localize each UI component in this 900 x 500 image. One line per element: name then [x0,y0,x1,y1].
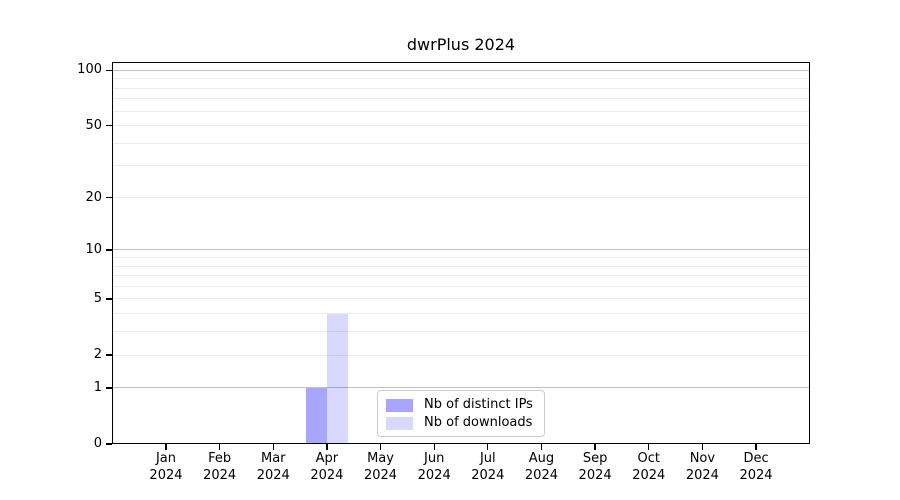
gridline-minor-2 [112,354,810,356]
y-tick-label-2: 2 [93,347,102,363]
y-tick-label-1: 1 [93,379,102,395]
x-tick-label-1: Jan 2024 [149,451,183,483]
legend-item-distinct-ips: Nb of distinct IPs [386,396,536,414]
legend-swatch-distinct-ips [386,398,413,412]
y-tick-10 [106,249,112,251]
x-tick-label-6: Jun 2024 [417,451,451,483]
x-tick-8 [540,444,543,450]
x-tick-label-11: Nov 2024 [685,451,719,483]
legend-label-distinct-ips: Nb of distinct IPs [424,397,533,412]
gridline-minor-90 [112,78,810,80]
gridline-minor-7 [112,275,810,277]
plot-area: Nb of distinct IPs Nb of downloads [112,62,810,444]
chart-title: dwrPlus 2024 [406,35,516,54]
x-tick-2 [218,444,221,450]
y-tick-label-20: 20 [85,189,102,205]
x-tick-5 [379,444,382,450]
y-tick-20 [106,196,112,199]
gridline-minor-80 [112,87,810,89]
gridline-minor-4 [112,313,810,315]
x-tick-label-9: Sep 2024 [578,451,612,483]
x-tick-4 [326,444,328,450]
y-tick-0 [106,443,112,445]
x-tick-label-10: Oct 2024 [632,451,666,483]
y-tick-100 [106,69,112,72]
x-tick-11 [701,444,704,450]
x-tick-label-8: Aug 2024 [524,451,558,483]
y-tick-label-5: 5 [93,290,102,306]
x-tick-10 [648,444,650,450]
gridline-minor-9 [112,257,810,259]
x-tick-7 [487,444,489,450]
y-tick-label-100: 100 [77,62,102,78]
gridline-major-100 [112,69,810,71]
gridline-major-1 [112,387,810,389]
y-tick-1 [106,387,112,389]
y-tick-label-10: 10 [85,241,102,257]
x-tick-label-4: Apr 2024 [310,451,344,483]
gridline-minor-60 [112,110,810,112]
gridline-minor-8 [112,265,810,267]
legend-item-downloads: Nb of downloads [386,414,536,432]
y-tick-label-50: 50 [85,117,102,133]
gridline-minor-50 [112,125,810,127]
x-tick-label-5: May 2024 [363,451,398,483]
gridline-minor-70 [112,98,810,100]
x-tick-label-2: Feb 2024 [203,451,237,483]
gridline-minor-6 [112,285,810,287]
bar-nb-of-downloads-apr-2024 [326,313,349,444]
x-tick-3 [272,444,274,450]
legend-label-downloads: Nb of downloads [424,415,533,430]
gridline-minor-20 [112,197,810,199]
gridline-minor-5 [112,298,810,300]
x-tick-1 [165,444,167,450]
y-tick-2 [106,354,112,356]
gridline-minor-30 [112,165,810,167]
y-tick-50 [106,125,112,127]
y-tick-5 [106,298,112,300]
x-tick-6 [433,444,435,450]
gridline-minor-3 [112,331,810,333]
gridline-major-10 [112,249,810,251]
y-tick-label-0: 0 [93,436,102,451]
x-tick-12 [755,444,757,450]
legend-swatch-downloads [386,416,413,430]
gridline-minor-40 [112,142,810,144]
x-tick-9 [594,444,596,450]
bar-nb-of-distinct-ips-apr-2024 [305,387,327,444]
x-tick-label-12: Dec 2024 [739,451,773,483]
x-tick-label-7: Jul 2024 [471,451,505,483]
legend: Nb of distinct IPs Nb of downloads [377,390,545,437]
x-tick-label-3: Mar 2024 [256,451,290,483]
